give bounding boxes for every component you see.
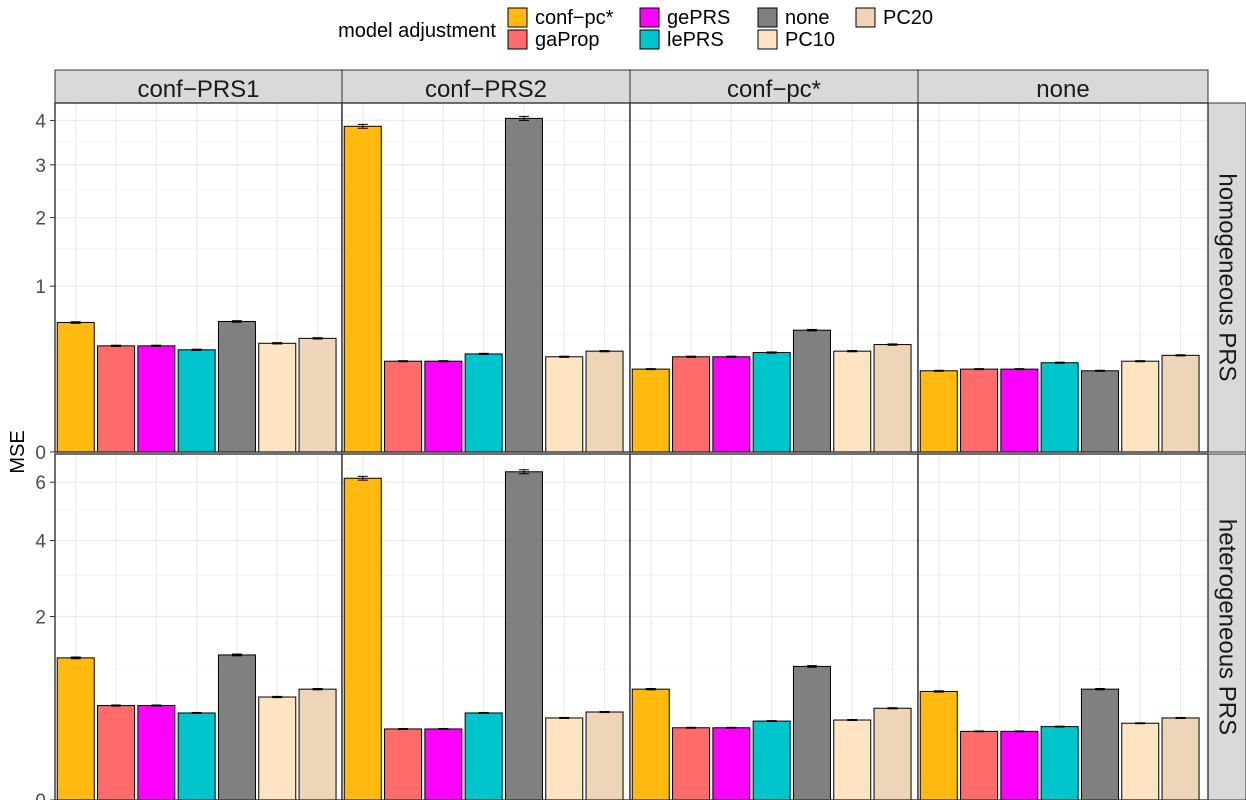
bar-0-1-1 xyxy=(384,360,423,453)
y-tick-label-0-4: 4 xyxy=(35,111,46,132)
legend-swatch-1 xyxy=(507,29,528,50)
bar-1-3-0 xyxy=(919,690,958,800)
legend-label-0: conf−pc* xyxy=(535,7,614,29)
bar-1-1-0 xyxy=(343,477,382,800)
bar-0-0-6 xyxy=(298,337,337,453)
bar-0-0-3 xyxy=(177,349,216,453)
legend-label-2: gePRS xyxy=(667,7,730,29)
bar-1-2-4 xyxy=(792,665,831,800)
bar-0-0-4 xyxy=(217,320,256,453)
legend-label-4: none xyxy=(785,7,830,29)
legend-swatch-6 xyxy=(855,7,876,28)
y-tick-label-1-0: 0 xyxy=(35,791,46,800)
bar-1-3-5 xyxy=(1121,722,1160,800)
bar-1-3-4 xyxy=(1080,688,1119,800)
bar-1-2-1 xyxy=(672,727,711,800)
bar-0-0-0 xyxy=(56,322,95,453)
legend-title: model adjustment xyxy=(338,20,496,42)
bar-1-1-1 xyxy=(384,728,423,800)
legend-swatch-3 xyxy=(639,29,660,50)
bar-0-1-6 xyxy=(585,350,624,453)
bar-1-0-4 xyxy=(217,654,256,800)
facet-label-0: conf−PRS1 xyxy=(137,76,259,103)
facet-strip-3 xyxy=(917,69,1209,104)
y-tick-label-1-2: 4 xyxy=(35,532,46,553)
bar-0-3-3 xyxy=(1040,362,1079,453)
legend-swatch-2 xyxy=(639,7,660,28)
bar-0-1-5 xyxy=(545,356,584,453)
legend-label-6: PC20 xyxy=(883,7,933,29)
bar-0-2-0 xyxy=(631,368,670,453)
bar-0-3-2 xyxy=(1000,368,1039,453)
bar-0-3-6 xyxy=(1161,354,1200,453)
facet-label-3: none xyxy=(1036,76,1089,103)
row-label-1: heterogeneous PRS xyxy=(1214,519,1241,735)
bar-0-3-4 xyxy=(1080,370,1119,453)
bar-1-0-1 xyxy=(97,705,136,800)
bar-0-2-1 xyxy=(672,356,711,453)
y-tick-label-0-2: 2 xyxy=(35,209,46,230)
bar-0-2-5 xyxy=(833,350,872,453)
y-tick-label-0-3: 3 xyxy=(35,156,46,177)
facet-strip-0 xyxy=(54,69,343,104)
legend-label-1: gaProp xyxy=(535,29,600,51)
facet-label-2: conf−pc* xyxy=(727,76,821,103)
bar-1-3-3 xyxy=(1040,726,1079,800)
bar-1-1-2 xyxy=(424,728,463,800)
row-strip-0 xyxy=(1207,102,1246,453)
y-tick-label-0-1: 1 xyxy=(35,277,46,298)
bar-1-3-6 xyxy=(1161,717,1200,800)
bar-1-0-5 xyxy=(258,696,297,800)
bar-1-1-3 xyxy=(464,712,503,800)
bar-0-1-3 xyxy=(464,353,503,453)
bar-1-1-5 xyxy=(545,717,584,800)
facet-label-1: conf−PRS2 xyxy=(425,76,547,103)
bar-0-1-2 xyxy=(424,360,463,453)
panel-border-0-3 xyxy=(917,102,1209,453)
legend-label-5: PC10 xyxy=(785,29,835,51)
legend-swatch-0 xyxy=(507,7,528,28)
bar-0-2-4 xyxy=(792,329,831,453)
bar-0-0-1 xyxy=(97,345,136,453)
bar-0-2-3 xyxy=(752,352,791,453)
bar-0-2-6 xyxy=(873,344,912,453)
bar-1-2-6 xyxy=(873,707,912,800)
facet-strip-1 xyxy=(341,69,631,104)
bar-0-1-4 xyxy=(504,117,543,453)
bar-0-0-2 xyxy=(137,345,176,453)
y-tick-label-0-0: 0 xyxy=(35,443,46,464)
bar-0-2-2 xyxy=(712,356,751,453)
bar-1-0-3 xyxy=(177,712,216,800)
row-label-0: homogeneous PRS xyxy=(1214,173,1241,381)
bar-1-2-0 xyxy=(631,688,670,800)
panel-border-1-3 xyxy=(917,453,1209,800)
bar-1-1-4 xyxy=(504,471,543,800)
bar-1-2-5 xyxy=(833,719,872,800)
bar-0-3-5 xyxy=(1121,360,1160,453)
bar-1-2-2 xyxy=(712,727,751,800)
row-strip-1 xyxy=(1207,453,1246,800)
bar-0-1-0 xyxy=(343,125,382,453)
y-tick-label-1-1: 2 xyxy=(35,608,46,629)
bar-0-3-1 xyxy=(960,368,999,453)
bar-1-3-2 xyxy=(1000,730,1039,800)
legend-swatch-4 xyxy=(757,7,778,28)
bar-1-0-2 xyxy=(137,705,176,800)
bar-0-3-0 xyxy=(919,370,958,453)
bar-1-0-6 xyxy=(298,688,337,800)
legend-swatch-5 xyxy=(757,29,778,50)
bar-1-0-0 xyxy=(56,657,95,800)
bar-1-1-6 xyxy=(585,711,624,800)
bar-1-2-3 xyxy=(752,720,791,800)
bar-0-0-5 xyxy=(258,342,297,453)
facet-strip-2 xyxy=(629,69,919,104)
legend-label-3: lePRS xyxy=(667,29,724,51)
y-tick-label-1-3: 6 xyxy=(35,473,46,494)
bar-1-3-1 xyxy=(960,730,999,800)
y-axis-title: MSE xyxy=(7,430,29,473)
